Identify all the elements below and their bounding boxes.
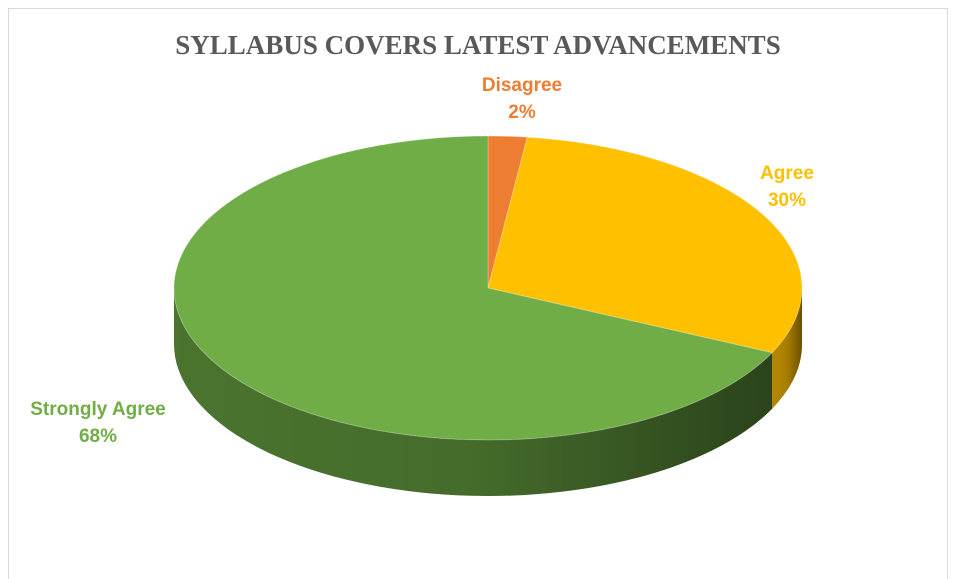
pie-side-shade-agree <box>772 288 802 409</box>
slice-label-value: 30% <box>767 190 807 211</box>
slice-label-strongly-agree: Strongly Agree 68% <box>8 396 188 450</box>
slice-label-name: Agree <box>760 163 814 184</box>
chart-title: SYLLABUS COVERS LATEST ADVANCEMENTS <box>175 30 781 60</box>
slice-label-disagree: Disagree 2% <box>462 72 582 126</box>
slice-label-agree: Agree 30% <box>732 160 842 214</box>
pie-side-shade-strongly-agree <box>174 288 773 496</box>
pie-slice-disagree <box>487 135 528 289</box>
pie-slice-agree <box>487 136 803 354</box>
slice-label-value: 68% <box>78 426 118 447</box>
slice-label-name: Disagree <box>481 75 563 96</box>
slice-label-name: Strongly Agree <box>30 399 166 420</box>
pie-slice-strongly-agree <box>173 135 774 441</box>
slice-label-value: 2% <box>508 102 536 123</box>
